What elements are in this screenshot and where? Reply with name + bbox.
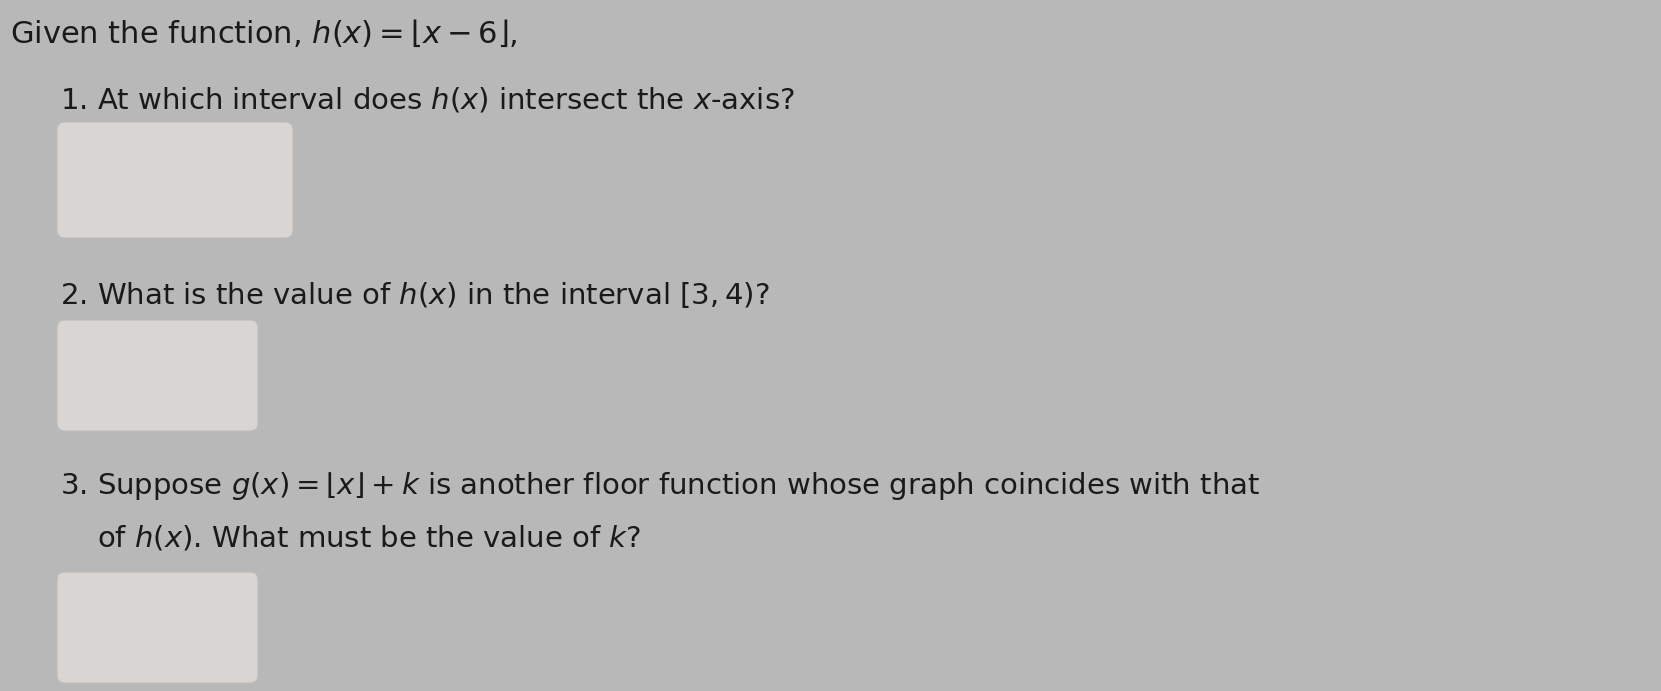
Text: 1. At which interval does $h(x)$ intersect the $x$-axis?: 1. At which interval does $h(x)$ interse… [60,85,794,114]
Text: 3. Suppose $g(x) = \lfloor x \rfloor + k$ is another floor function whose graph : 3. Suppose $g(x) = \lfloor x \rfloor + k… [60,470,1261,502]
FancyBboxPatch shape [56,122,292,238]
FancyBboxPatch shape [56,320,257,431]
Text: Given the function, $h(x) = \lfloor x - 6 \rfloor,$: Given the function, $h(x) = \lfloor x - … [10,18,518,49]
Text: 2. What is the value of $h(x)$ in the interval $[3, 4)$?: 2. What is the value of $h(x)$ in the in… [60,280,769,310]
FancyBboxPatch shape [56,572,257,683]
Text: of $h(x)$. What must be the value of $k$?: of $h(x)$. What must be the value of $k$… [60,524,641,553]
